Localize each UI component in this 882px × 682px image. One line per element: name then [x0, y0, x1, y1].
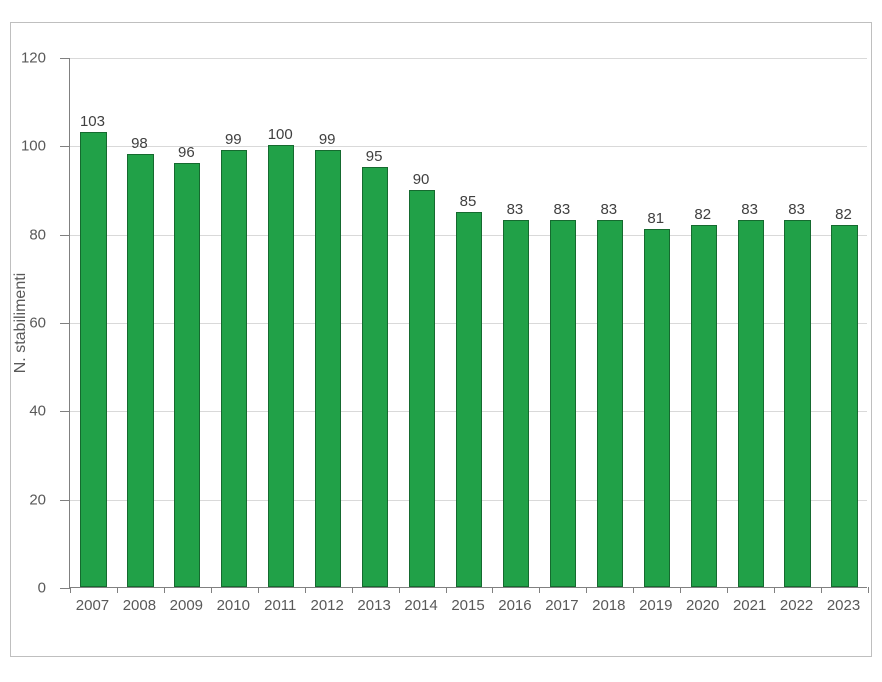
bar: [503, 220, 529, 587]
x-tick-label: 2012: [310, 597, 343, 614]
x-tick: [633, 587, 634, 593]
x-tick: [258, 587, 259, 593]
y-tick: [60, 500, 70, 501]
data-label: 90: [413, 171, 430, 188]
y-tick-label: 80: [16, 226, 46, 243]
x-tick: [164, 587, 165, 593]
x-tick: [70, 587, 71, 593]
bar: [738, 220, 764, 587]
bar: [644, 229, 670, 587]
x-tick: [399, 587, 400, 593]
x-tick-label: 2021: [733, 597, 766, 614]
x-tick: [117, 587, 118, 593]
data-label: 82: [694, 206, 711, 223]
x-tick-label: 2009: [170, 597, 203, 614]
x-tick-label: 2015: [451, 597, 484, 614]
bar: [80, 132, 106, 587]
data-label: 100: [268, 126, 293, 143]
x-tick: [492, 587, 493, 593]
x-tick-label: 2020: [686, 597, 719, 614]
data-label: 98: [131, 135, 148, 152]
y-tick-label: 60: [16, 315, 46, 332]
bar: [784, 220, 810, 587]
data-label: 96: [178, 144, 195, 161]
x-tick-label: 2008: [123, 597, 156, 614]
y-tick-label: 120: [16, 50, 46, 67]
x-tick: [821, 587, 822, 593]
x-tick-label: 2019: [639, 597, 672, 614]
data-label: 81: [647, 210, 664, 227]
bar: [127, 154, 153, 587]
x-tick-label: 2007: [76, 597, 109, 614]
y-tick-label: 40: [16, 403, 46, 420]
x-tick-label: 2010: [217, 597, 250, 614]
data-label: 83: [600, 201, 617, 218]
x-tick-label: 2016: [498, 597, 531, 614]
data-label: 95: [366, 148, 383, 165]
data-label: 83: [741, 201, 758, 218]
y-tick: [60, 411, 70, 412]
y-tick: [60, 235, 70, 236]
plot-area: [69, 58, 867, 588]
bar: [268, 145, 294, 587]
x-tick-label: 2013: [357, 597, 390, 614]
x-tick-label: 2017: [545, 597, 578, 614]
x-tick: [774, 587, 775, 593]
y-tick-label: 20: [16, 491, 46, 508]
x-tick: [305, 587, 306, 593]
bar: [315, 150, 341, 587]
bar: [456, 212, 482, 587]
bar: [362, 167, 388, 587]
y-tick: [60, 146, 70, 147]
bar: [597, 220, 623, 587]
x-tick-label: 2011: [264, 597, 296, 614]
bar: [174, 163, 200, 587]
data-label: 85: [460, 193, 477, 210]
data-label: 82: [835, 206, 852, 223]
x-tick-label: 2014: [404, 597, 437, 614]
x-tick-label: 2023: [827, 597, 860, 614]
y-tick: [60, 323, 70, 324]
bar: [550, 220, 576, 587]
y-tick: [60, 58, 70, 59]
data-label: 83: [507, 201, 524, 218]
y-tick: [60, 588, 70, 589]
bar: [221, 150, 247, 587]
x-tick: [586, 587, 587, 593]
bar: [831, 225, 857, 587]
bar: [691, 225, 717, 587]
data-label: 103: [80, 113, 105, 130]
x-tick: [680, 587, 681, 593]
x-tick: [868, 587, 869, 593]
bar: [409, 190, 435, 588]
x-tick: [727, 587, 728, 593]
data-label: 83: [788, 201, 805, 218]
x-tick-label: 2022: [780, 597, 813, 614]
x-tick-label: 2018: [592, 597, 625, 614]
data-label: 99: [225, 131, 242, 148]
x-tick: [211, 587, 212, 593]
y-tick-label: 100: [16, 138, 46, 155]
x-tick: [539, 587, 540, 593]
gridline: [70, 58, 867, 59]
y-tick-label: 0: [16, 580, 46, 597]
data-label: 99: [319, 131, 336, 148]
x-tick: [446, 587, 447, 593]
data-label: 83: [554, 201, 571, 218]
x-tick: [352, 587, 353, 593]
